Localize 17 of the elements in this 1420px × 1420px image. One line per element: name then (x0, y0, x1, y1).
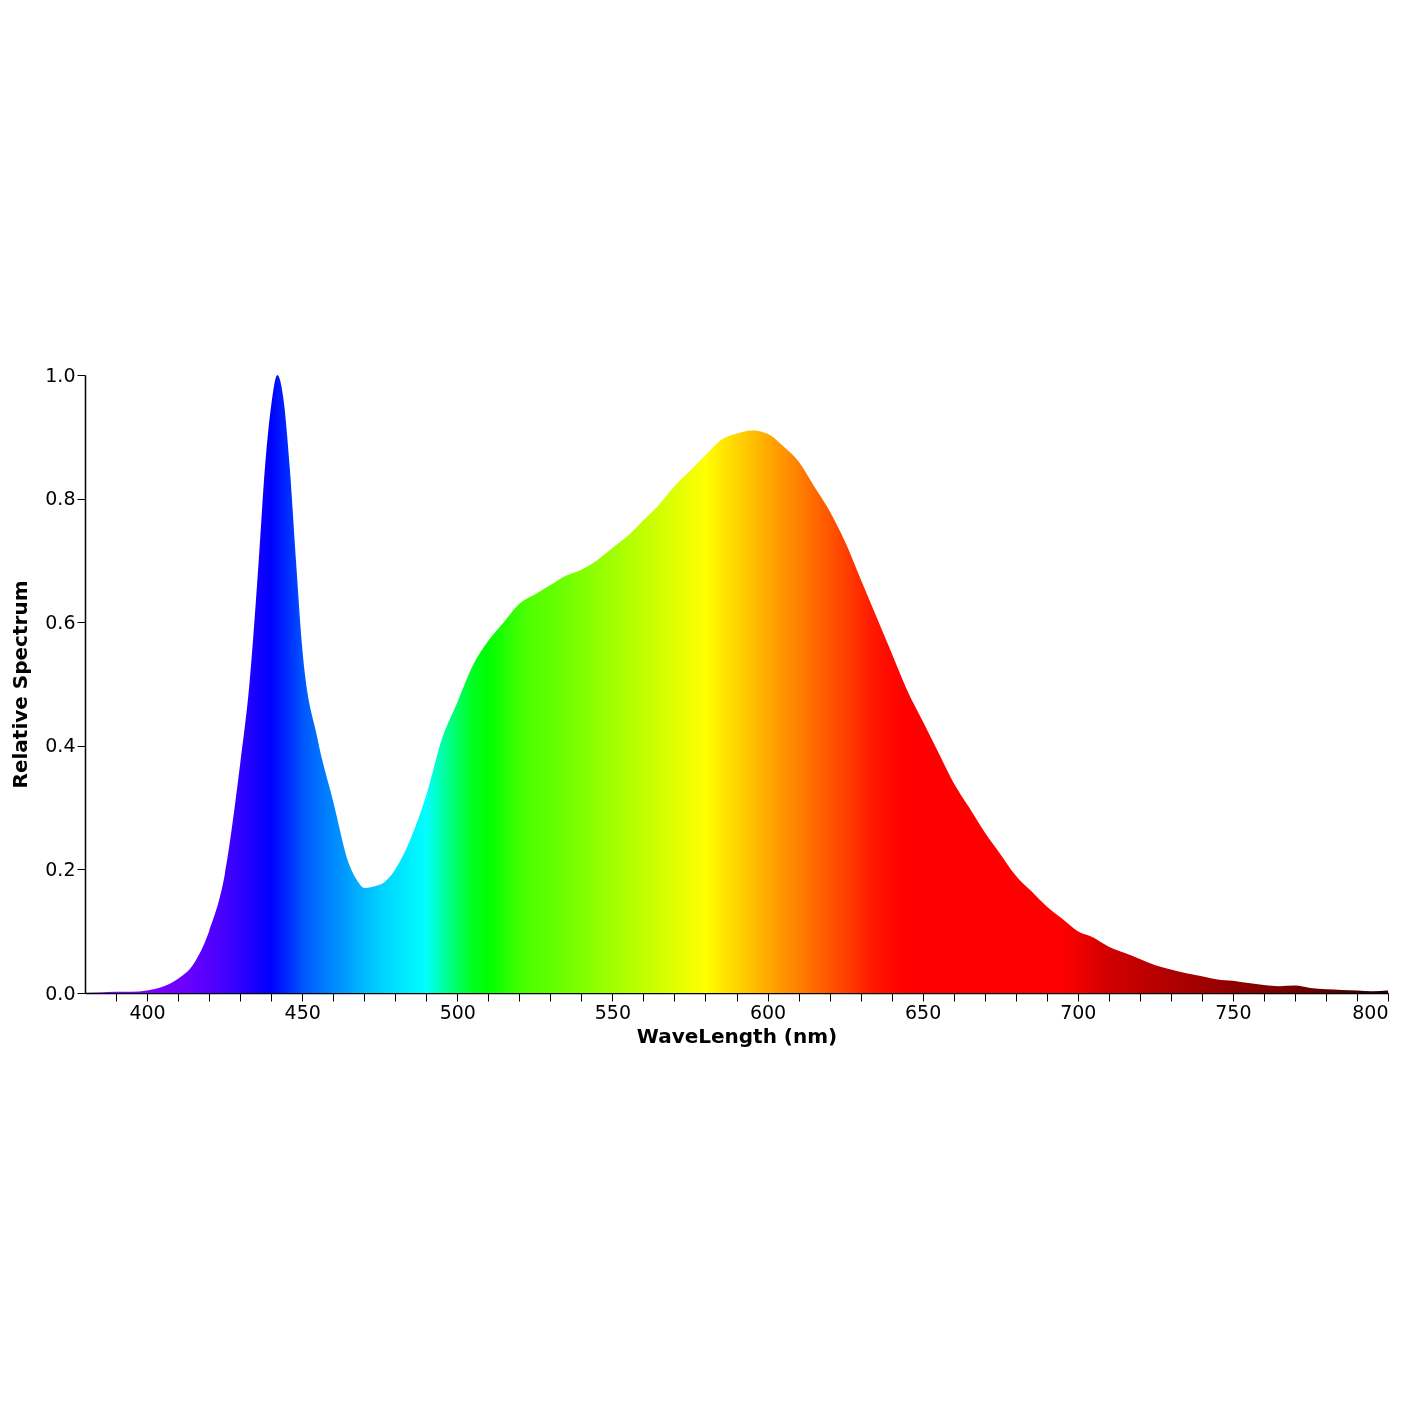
x-tick-label: 500 (439, 1000, 476, 1023)
x-tick-label: 400 (129, 1000, 166, 1023)
x-axis-title: WaveLength (nm) (636, 1023, 838, 1048)
x-tick-label: 550 (594, 1000, 632, 1023)
x-tick-label: 450 (284, 1000, 321, 1023)
y-tick-label: 0.2 (45, 857, 76, 880)
x-tick-label: 650 (905, 1000, 942, 1023)
x-tick-label: 600 (749, 1000, 787, 1023)
y-tick-label: 0.6 (45, 610, 76, 633)
y-tick-label: 0.4 (45, 734, 76, 757)
y-tick-label: 0.8 (45, 487, 76, 510)
x-tick-label: 700 (1060, 1000, 1097, 1023)
x-tick-label: 750 (1215, 1000, 1252, 1023)
x-tick-label: 800 (1352, 1000, 1389, 1023)
y-tick-label: 1.0 (45, 363, 76, 386)
y-tick-label: 0.0 (45, 981, 76, 1004)
y-axis-title: Relative Spectrum (8, 580, 33, 789)
